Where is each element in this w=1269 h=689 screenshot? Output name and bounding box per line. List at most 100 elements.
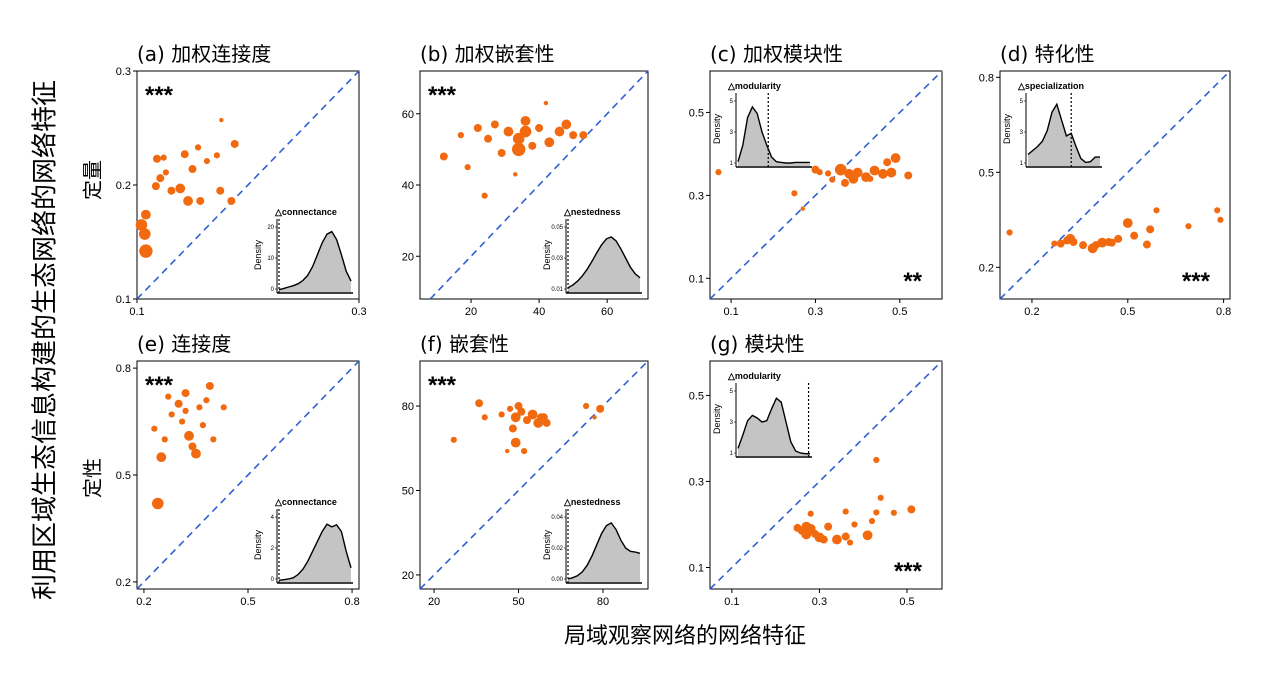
data-point: [519, 125, 532, 138]
identity-line: [419, 360, 649, 590]
data-point: [852, 167, 863, 178]
data-point: [862, 530, 873, 541]
data-point: [184, 430, 194, 441]
inset-y-tick-label: 5: [1020, 99, 1024, 105]
data-point: [140, 209, 151, 220]
data-point: [156, 174, 165, 183]
data-point: [490, 120, 499, 129]
inset-density: △modularity 1 3 5 Density: [712, 81, 812, 168]
inset-density-curve: [737, 397, 810, 455]
data-point: [1130, 231, 1139, 240]
inset-y-tick-label: 3: [730, 130, 734, 136]
data-point: [1079, 241, 1088, 250]
data-point: [527, 409, 538, 420]
data-point: [497, 148, 506, 157]
x-tick-label: 0.5: [240, 596, 255, 608]
y-tick-label: 0.5: [979, 167, 994, 179]
inset-y-tick-label: 20: [267, 225, 274, 231]
inset-y-tick-label: 4: [271, 515, 275, 521]
data-point: [505, 448, 510, 454]
data-point: [205, 381, 214, 390]
x-tick-label: 0.3: [812, 596, 827, 608]
inset-y-tick-label: 10: [267, 256, 274, 262]
inset-y-tick-label: 0.05: [551, 225, 563, 231]
inset-density-curve: [737, 105, 810, 164]
data-point: [151, 425, 158, 432]
y-tick-label: 0.2: [116, 180, 131, 192]
y-tick-label: 0.5: [689, 390, 704, 402]
plot-frame: [419, 360, 649, 590]
x-tick-label: 0.1: [129, 306, 144, 318]
identity-line: [709, 360, 943, 590]
y-tick-label: 0.5: [689, 107, 704, 119]
data-point: [199, 422, 207, 429]
data-point: [1006, 229, 1013, 236]
data-point: [152, 497, 164, 510]
significance-label: ***: [428, 372, 457, 399]
inset-y-tick-label: 0.00: [551, 577, 563, 583]
data-point: [807, 510, 814, 517]
y-tick-label: 40: [402, 180, 414, 192]
data-point: [439, 152, 448, 161]
data-point: [1069, 238, 1078, 246]
inset-title: △nestedness: [563, 207, 620, 217]
inset-y-tick-label: 2: [271, 546, 275, 552]
data-point: [542, 418, 551, 427]
y-axis-main-label: 利用区域生态信息构建的生态网络的网络特征: [31, 80, 61, 600]
data-point: [554, 126, 565, 137]
data-point: [579, 131, 588, 140]
data-point: [890, 153, 901, 163]
y-tick-label: 0.3: [689, 190, 704, 202]
data-point: [1146, 225, 1155, 234]
inset-y-label: Density: [542, 239, 552, 270]
data-point: [596, 404, 605, 413]
data-point: [907, 505, 916, 514]
plot-frame: [709, 70, 943, 300]
panel-5: (f) 嵌套性 20 50 80 20 50 80 *** △nestedness 0.00 0.0…: [402, 332, 649, 608]
data-point: [160, 154, 167, 161]
data-point: [825, 170, 832, 177]
inset-y-tick-label: 0.04: [551, 515, 563, 521]
data-point: [535, 124, 544, 132]
data-point: [890, 509, 897, 516]
data-point: [162, 169, 169, 176]
y-tick-label: 0.3: [116, 66, 131, 78]
data-point: [510, 437, 521, 448]
data-point: [819, 535, 828, 544]
inset-y-tick-label: 0: [271, 577, 275, 583]
x-tick-label: 0.8: [344, 596, 359, 608]
x-axis-main-label: 局域观察网络的网络特征: [564, 624, 806, 649]
inset-title: △specialization: [1017, 81, 1084, 91]
data-point: [846, 539, 854, 546]
data-point: [582, 402, 590, 410]
y-tick-label: 0.8: [116, 363, 131, 375]
x-tick-label: 60: [601, 306, 613, 318]
plot-frame: [999, 70, 1231, 300]
x-tick-label: 0.2: [1024, 306, 1039, 318]
x-tick-label: 0.3: [808, 306, 823, 318]
inset-title: △connectance: [274, 497, 337, 507]
data-point: [230, 139, 239, 148]
data-point: [592, 415, 597, 420]
data-point: [156, 452, 167, 463]
data-point: [829, 176, 836, 183]
data-point: [151, 182, 160, 191]
inset-title: △nestedness: [563, 497, 620, 507]
y-tick-label: 60: [402, 109, 414, 121]
data-point: [878, 168, 888, 179]
inset-density-fill: [1028, 104, 1100, 166]
y-tick-label: 0.2: [979, 262, 994, 274]
data-point: [886, 167, 897, 178]
data-point: [464, 164, 471, 171]
inset-y-label: Density: [712, 113, 722, 144]
x-tick-label: 80: [597, 596, 609, 608]
panel-title: (b) 加权嵌套性: [420, 42, 555, 66]
inset-density: △modularity 1 3 5 Density: [712, 371, 812, 458]
data-point: [791, 190, 798, 197]
x-tick-label: 40: [533, 306, 545, 318]
data-point: [543, 100, 549, 106]
data-point: [194, 144, 202, 151]
x-tick-label: 20: [428, 596, 440, 608]
identity-line: [136, 70, 360, 300]
